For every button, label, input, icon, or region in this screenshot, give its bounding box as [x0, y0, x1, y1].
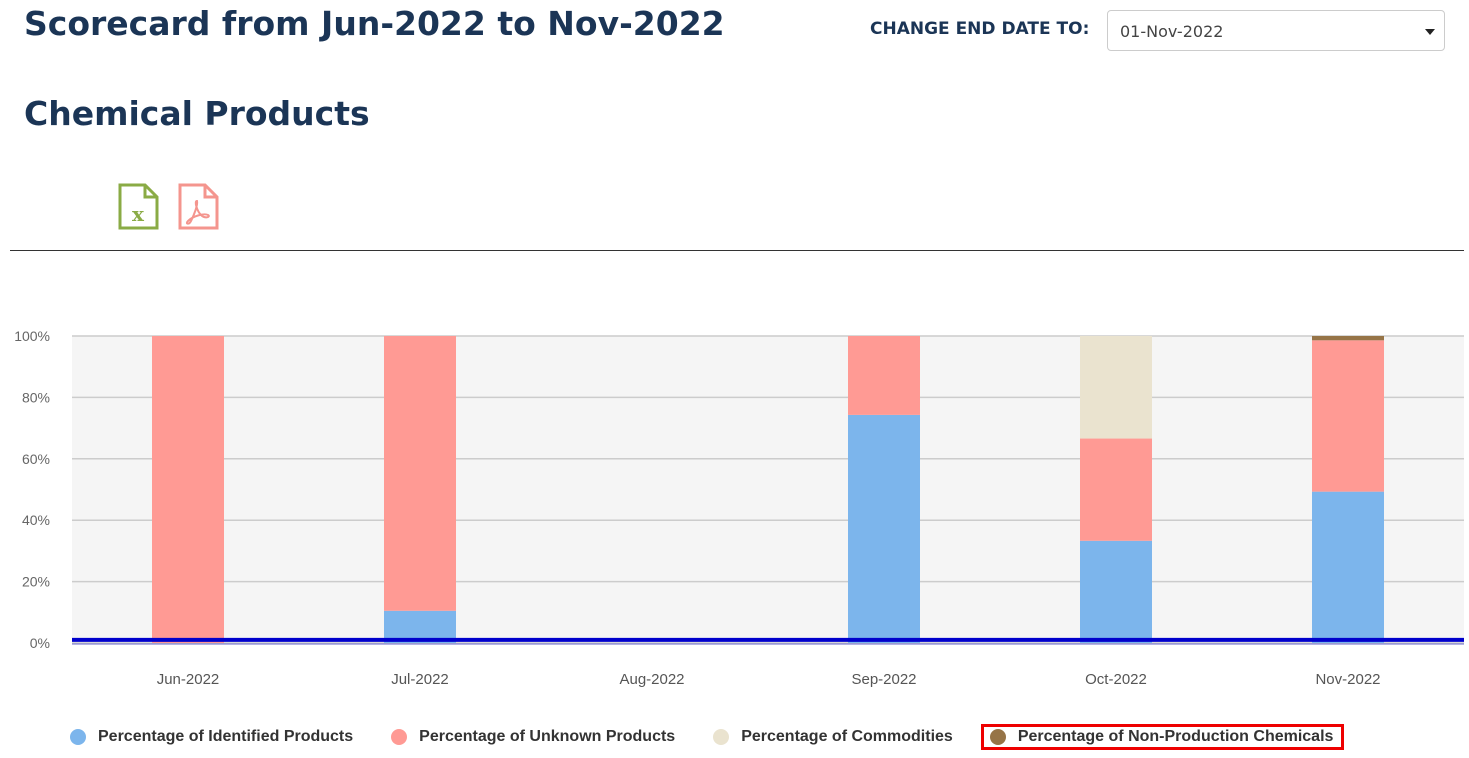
end-date-label: CHANGE END DATE TO: — [870, 19, 1090, 39]
bar-segment — [848, 414, 920, 643]
x-tick-label: Aug-2022 — [619, 671, 684, 688]
bar-segment — [848, 336, 920, 415]
bar-segment — [152, 336, 224, 643]
y-tick-label: 0% — [30, 635, 50, 651]
plot-background — [72, 336, 1464, 643]
y-tick-label: 40% — [22, 512, 50, 528]
page-title: Scorecard from Jun-2022 to Nov-2022 — [24, 4, 725, 43]
legend-label: Percentage of Identified Products — [98, 728, 354, 745]
legend-label: Percentage of Unknown Products — [419, 728, 676, 745]
divider — [10, 250, 1464, 251]
bar-segment — [1080, 438, 1152, 541]
bar-segment — [384, 336, 456, 611]
pdf-file-icon[interactable] — [177, 183, 221, 231]
page-subtitle: Chemical Products — [24, 94, 370, 133]
y-tick-label: 80% — [22, 389, 50, 405]
bar-segment — [1312, 336, 1384, 341]
legend-item[interactable]: Percentage of Identified Products — [70, 726, 361, 748]
excel-file-icon[interactable]: x — [117, 183, 161, 231]
bar-segment — [1312, 491, 1384, 643]
end-date-select[interactable]: 01-Nov-2022 — [1107, 10, 1445, 51]
legend-marker-icon — [391, 729, 408, 745]
svg-text:x: x — [132, 202, 145, 226]
x-tick-label: Sep-2022 — [851, 671, 916, 688]
bar-segment — [384, 610, 456, 643]
legend-marker-icon — [713, 729, 730, 745]
stacked-bar-chart: 0% 20% 40% 60% 80% 100% Jun-2022 Jul-2022 Aug-20… — [14, 328, 1464, 688]
y-tick-label: 100% — [14, 328, 50, 344]
chevron-down-icon — [1425, 29, 1435, 35]
legend-marker-icon — [70, 729, 86, 745]
y-tick-label: 20% — [22, 574, 50, 590]
legend-item[interactable]: Percentage of Commodities — [713, 726, 961, 748]
legend-label: Percentage of Commodities — [741, 728, 953, 745]
x-tick-label: Nov-2022 — [1315, 671, 1380, 688]
legend-item[interactable]: Percentage of Unknown Products — [391, 726, 683, 748]
legend: Percentage of Identified Products Percent… — [70, 724, 1374, 750]
legend-marker-icon — [989, 729, 1006, 745]
y-tick-label: 60% — [22, 451, 50, 467]
legend-label: Percentage of Non-Production Chemicals — [1017, 728, 1334, 745]
end-date-value: 01-Nov-2022 — [1120, 22, 1224, 41]
legend-item[interactable]: Percentage of Non-Production Chemicals — [980, 724, 1345, 750]
bar-segment — [1080, 540, 1152, 643]
bar-segment — [1312, 340, 1384, 492]
x-tick-label: Oct-2022 — [1085, 671, 1147, 688]
x-tick-label: Jul-2022 — [391, 671, 449, 688]
bar-segment — [1080, 336, 1152, 439]
x-tick-label: Jun-2022 — [157, 671, 220, 688]
